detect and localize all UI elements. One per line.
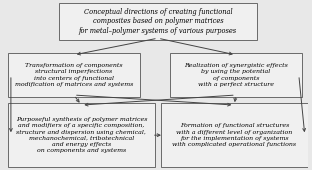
FancyBboxPatch shape	[170, 53, 302, 97]
FancyBboxPatch shape	[59, 3, 257, 40]
Text: Transformation of components
structural imperfections
into centers of functional: Transformation of components structural …	[15, 63, 133, 87]
Text: Purposeful synthesis of polymer matrices
and modifiers of a specific composition: Purposeful synthesis of polymer matrices…	[16, 117, 147, 153]
FancyBboxPatch shape	[8, 53, 140, 97]
FancyBboxPatch shape	[161, 103, 308, 167]
FancyBboxPatch shape	[8, 103, 155, 167]
Text: Formation of functional structures
with a different level of organization
for th: Formation of functional structures with …	[172, 123, 296, 147]
Text: Conceptual directions of creating functional
composites based on polymer matrice: Conceptual directions of creating functi…	[79, 8, 237, 35]
Text: Realization of synergistic effects
by using the potential
of components
with a p: Realization of synergistic effects by us…	[184, 63, 288, 87]
